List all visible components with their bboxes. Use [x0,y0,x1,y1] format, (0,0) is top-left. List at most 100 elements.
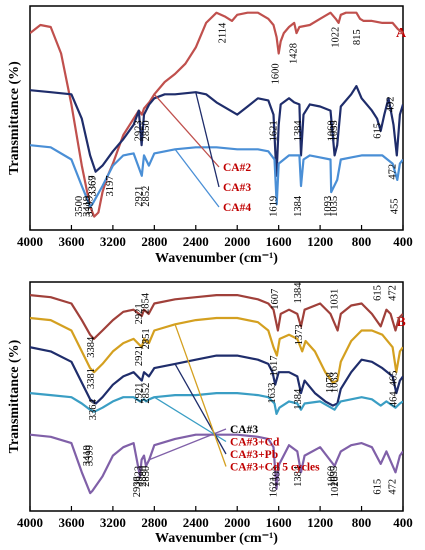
peak-label: 1060 [327,120,338,141]
peak-label: 2854 [141,292,152,314]
peak-label: 615 [373,123,384,139]
peak-label: 2921 [134,186,145,207]
peak-label: 2938 [132,476,143,497]
peak-label: 2852 [141,383,152,404]
peak-label: 1621 [269,476,280,497]
x-tick-label: 2400 [183,234,209,249]
series-line-ca-4 [30,144,403,208]
peak-label: 1093 [323,196,334,217]
x-axis-label: Wavenumber (cm⁻¹) [155,251,278,266]
peak-label: 1078 [325,372,336,393]
panel-letter: A [396,26,407,41]
legend-leader [174,324,227,467]
peak-label: 464 [388,391,399,408]
peak-label: 1384 [293,120,304,142]
peak-label: 472 [388,164,399,180]
peak-label: 472 [388,479,399,495]
legend-entry: CA#4 [223,202,251,214]
peak-label: 1593 [271,466,282,487]
x-tick-label: 2400 [183,515,209,530]
y-axis-label: Transmittance (%) [7,61,22,175]
x-tick-label: 800 [352,515,372,530]
peak-label: 615 [373,285,384,301]
panel-letter: B [396,315,405,330]
x-axis-label: Wavenumber (cm⁻¹) [155,531,278,546]
x-tick-label: 2800 [141,234,167,249]
x-tick-label: 4000 [17,515,43,530]
peak-label: 1031 [330,289,341,310]
legend-leader [174,148,220,208]
peak-label: 1022 [331,27,342,48]
peak-label: 1033 [329,372,340,393]
series-line-ca-3-cd-5-cycles [30,316,403,384]
peak-label: 3364 [88,398,99,420]
x-tick-label: 800 [352,234,372,249]
peak-label: 1384 [293,282,304,304]
peak-label: 3500 [74,196,85,217]
x-tick-label: 2000 [224,515,250,530]
legend-entry: CA#3 [230,424,258,436]
peak-label: 815 [352,29,363,45]
x-tick-label: 2000 [224,234,250,249]
x-tick-label: 1600 [266,515,292,530]
peak-label: 1060 [327,466,338,487]
peak-label: 2921 [134,345,145,366]
peak-label: 3384 [86,336,97,358]
x-tick-label: 2800 [141,515,167,530]
x-tick-label: 3600 [58,515,84,530]
peak-label: 2921 [134,383,145,404]
y-axis-label: Transmittance (%) [7,339,22,453]
peak-label: 1026 [330,476,341,497]
peak-label: 1035 [329,196,340,217]
peak-label: 615 [373,479,384,495]
peak-label: 2850 [141,120,152,141]
peak-label: 1384 [293,195,304,217]
peak-label: 3381 [86,368,97,389]
x-tick-label: 400 [393,515,413,530]
peak-label: 1600 [271,63,282,84]
peak-label: 472 [388,285,399,301]
peak-label: 492 [386,97,397,113]
legend-entry: CA#3+Cd [230,437,280,449]
x-tick-label: 3200 [100,515,126,530]
peak-label: 3399 [84,445,95,466]
peak-label: 1384 [293,465,304,487]
peak-label: 1373 [294,324,305,345]
peak-label: 2923 [134,466,145,487]
peak-label: 1035 [329,466,340,487]
series-line-ca-3-pb-5-cycles [30,294,403,340]
peak-label: 2851 [141,328,152,349]
legend-leader [195,92,220,188]
plot-frame [29,5,404,231]
peak-label: 2921 [134,303,145,324]
peak-label: 2852 [141,186,152,207]
series-line-ca-3 [30,84,403,177]
series-line-ca-2 [30,11,403,218]
peak-label: 1607 [270,289,281,310]
peak-label: 455 [389,199,400,215]
peak-label: 3419 [82,196,93,217]
legend-entry: CA#3+Cd 5 cycles [230,462,320,474]
x-tick-label: 1200 [307,234,333,249]
peak-label: 1035 [329,120,340,141]
peak-label: 2114 [217,22,228,43]
peak-label: 2923 [134,120,145,141]
legend-entry: CA#3 [223,182,251,194]
series-line-ca-3-pb [30,346,403,407]
x-tick-label: 3200 [100,234,126,249]
series-group [30,11,403,218]
peak-label: 3419 [82,445,93,466]
peak-label: 3367 [88,176,99,197]
legend-leader [174,363,227,455]
peak-label: 2880 [138,466,149,487]
x-tick-label: 400 [393,234,413,249]
series-line-ca-3 [30,433,403,495]
peak-label: 3369 [87,176,98,197]
peak-label: 1633 [267,383,278,404]
peak-label: 1428 [289,43,300,64]
peak-label: 3399 [84,196,95,217]
legend-entry: CA#3+Pb [230,449,278,461]
x-tick-label: 4000 [17,234,43,249]
peak-label: 3197 [105,176,116,197]
